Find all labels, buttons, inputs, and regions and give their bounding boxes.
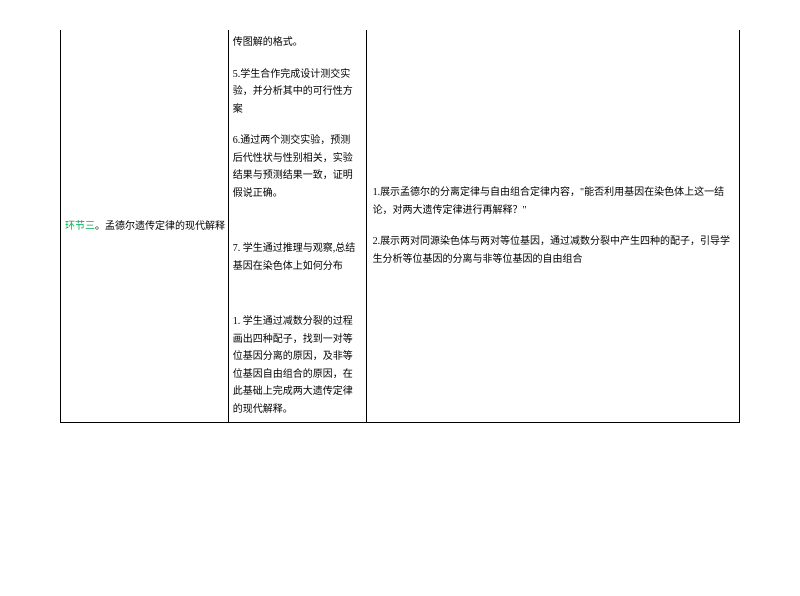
student-activity-cell: 传图解的格式。 5.学生合作完成设计测交实验，并分析其中的可行性方案 6.通过两… — [228, 30, 366, 423]
paragraph: 1. 学生通过减数分裂的过程画出四种配子，找到一对等位基因分离的原因，及非等位基… — [233, 313, 360, 418]
paragraph: 2.展示两对同源染色体与两对等位基因，通过减数分裂中产生四种的配子，引导学生分析… — [373, 233, 733, 268]
paragraph: 5.学生合作完成设计测交实验，并分析其中的可行性方案 — [233, 66, 360, 119]
paragraph: 7. 学生通过推理与观察,总结基因在染色体上如何分布 — [233, 240, 360, 275]
paragraph: 6.通过两个测交实验，预测后代性状与性别相关，实验结果与预测结果一致，证明假说正… — [233, 132, 360, 202]
section-title: 。孟德尔遗传定律的现代解释 — [95, 221, 225, 232]
section-cell: 环节三。孟德尔遗传定律的现代解释 — [61, 30, 229, 423]
paragraph: 1.展示孟德尔的分离定律与自由组合定律内容，"能否利用基因在染色体上这一结论，对… — [373, 184, 733, 219]
paragraph: 传图解的格式。 — [233, 34, 360, 52]
table-row: 环节三。孟德尔遗传定律的现代解释 传图解的格式。 5.学生合作完成设计测交实验，… — [61, 30, 740, 423]
teacher-activity-cell: 1.展示孟德尔的分离定律与自由组合定律内容，"能否利用基因在染色体上这一结论，对… — [366, 30, 739, 423]
lesson-table: 环节三。孟德尔遗传定律的现代解释 传图解的格式。 5.学生合作完成设计测交实验，… — [60, 30, 740, 423]
section-prefix: 环节三 — [65, 221, 95, 232]
